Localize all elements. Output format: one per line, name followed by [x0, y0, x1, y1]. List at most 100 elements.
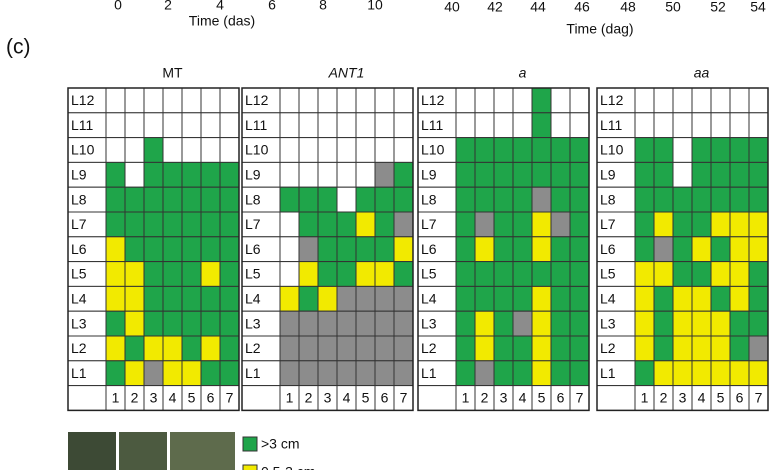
cell: [653, 137, 674, 163]
cell: [672, 285, 693, 312]
cell: [455, 161, 476, 188]
cell: [512, 112, 533, 139]
cell: [672, 186, 693, 213]
cell: [691, 211, 712, 238]
cell: [105, 360, 126, 387]
cell: [550, 285, 571, 312]
cell: [710, 236, 731, 263]
cell: [393, 211, 414, 238]
cell: [374, 211, 395, 238]
cell: [298, 360, 319, 387]
cell: [181, 186, 202, 213]
cell: [162, 360, 183, 387]
cell: [181, 310, 202, 337]
cell: [219, 261, 240, 287]
cell: [355, 335, 376, 362]
row-label-cell: [596, 385, 636, 411]
row-label: L1: [421, 365, 437, 381]
row-label: L8: [245, 191, 261, 207]
legend-swatch: [242, 436, 258, 452]
cell: [200, 261, 221, 287]
row-label: L4: [421, 291, 437, 307]
cell: [710, 137, 731, 163]
cell: [336, 310, 357, 337]
row-label: L12: [421, 92, 445, 108]
panel-border: [67, 87, 240, 412]
cell: [710, 186, 731, 213]
cell: [162, 236, 183, 263]
row-label-cell: [241, 137, 281, 163]
cell: [569, 161, 590, 188]
cell: [317, 310, 338, 337]
legend-swatch: [242, 464, 258, 470]
cell: [493, 236, 514, 263]
row-label: L11: [600, 117, 623, 133]
cell: [672, 161, 693, 188]
cell: [336, 161, 357, 188]
cell: [374, 285, 395, 312]
tick-label: 50: [665, 0, 681, 15]
axis-label: Time (dag): [566, 21, 633, 37]
cell: [124, 211, 145, 238]
cell: [748, 112, 769, 139]
cell: [550, 310, 571, 337]
cell: [105, 236, 126, 263]
row-label: L1: [245, 365, 261, 381]
cell: [474, 285, 495, 312]
cell: [691, 360, 712, 387]
col-label: 5: [717, 390, 725, 406]
cell: [143, 137, 164, 163]
cell: [336, 335, 357, 362]
cell: [200, 335, 221, 362]
row-label: L2: [245, 340, 261, 356]
cell: [455, 335, 476, 362]
cell: [219, 310, 240, 337]
cell: [181, 360, 202, 387]
cell: [672, 335, 693, 362]
cell: [710, 310, 731, 337]
cell: [710, 161, 731, 188]
cell: [672, 360, 693, 387]
cell: [550, 360, 571, 387]
cell: [279, 186, 300, 213]
cell: [143, 310, 164, 337]
cell: [569, 360, 590, 387]
cell: [710, 87, 731, 114]
cell: [455, 310, 476, 337]
col-label: 4: [519, 390, 527, 406]
cell: [181, 87, 202, 114]
photo: [170, 432, 235, 470]
cell: [550, 161, 571, 188]
cell: [355, 211, 376, 238]
cell: [455, 137, 476, 163]
row-label: L11: [421, 117, 444, 133]
cell: [181, 137, 202, 163]
cell: [748, 236, 769, 263]
cell: [336, 112, 357, 139]
cell: [105, 211, 126, 238]
cell: [200, 236, 221, 263]
col-label: 2: [660, 390, 668, 406]
cell: [279, 211, 300, 238]
cell: [317, 360, 338, 387]
cell: [455, 87, 476, 114]
cell: [474, 87, 495, 114]
cell: [691, 285, 712, 312]
axis-label: Time (das): [189, 13, 255, 29]
cell: [279, 261, 300, 287]
cell: [162, 285, 183, 312]
cell: [393, 285, 414, 312]
row-label: L10: [71, 142, 95, 158]
cell: [691, 261, 712, 287]
cell: [531, 137, 552, 163]
cell: [143, 112, 164, 139]
row-label: L2: [421, 340, 437, 356]
cell: [550, 87, 571, 114]
cell: [162, 137, 183, 163]
cell: [279, 360, 300, 387]
panel-title: a: [519, 65, 527, 81]
cell: [317, 285, 338, 312]
legend-label: 0.5-3 cm: [261, 464, 315, 470]
cell: [298, 186, 319, 213]
panel-title: ANT1: [328, 65, 365, 81]
